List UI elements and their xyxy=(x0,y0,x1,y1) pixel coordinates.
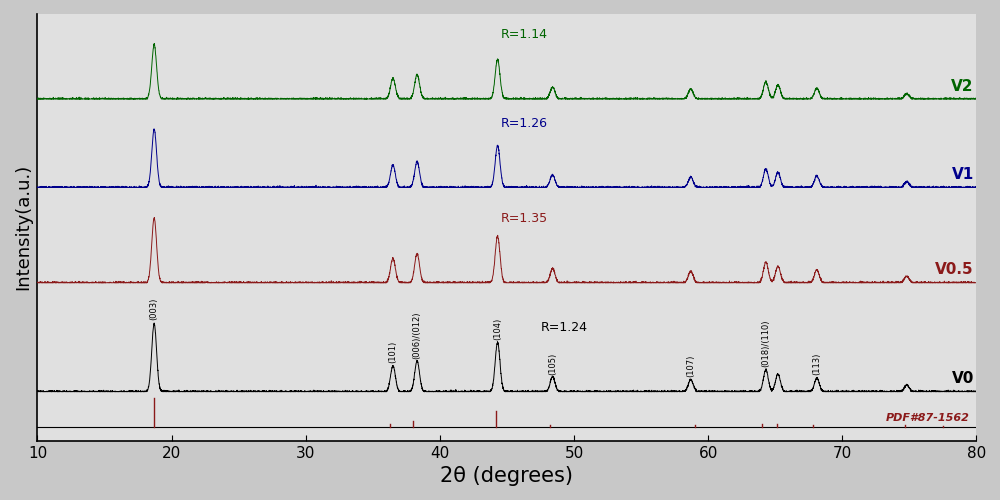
Text: R=1.24: R=1.24 xyxy=(541,321,588,334)
Text: V0.5: V0.5 xyxy=(935,262,974,278)
Text: R=1.35: R=1.35 xyxy=(500,212,547,225)
Text: (003): (003) xyxy=(150,298,159,320)
Text: V1: V1 xyxy=(952,167,974,182)
Text: PDF#87-1562: PDF#87-1562 xyxy=(886,413,970,423)
Text: (105): (105) xyxy=(548,352,557,375)
Text: V2: V2 xyxy=(951,78,974,94)
Text: (107): (107) xyxy=(686,354,695,377)
Text: R=1.14: R=1.14 xyxy=(500,28,547,41)
Text: (006)/(012): (006)/(012) xyxy=(413,312,422,359)
Text: (113): (113) xyxy=(812,353,821,375)
Text: (018)/(110): (018)/(110) xyxy=(761,320,770,367)
Text: (104): (104) xyxy=(493,318,502,340)
X-axis label: 2θ (degrees): 2θ (degrees) xyxy=(440,466,573,486)
Y-axis label: Intensity(a.u.): Intensity(a.u.) xyxy=(14,164,32,290)
Text: (101): (101) xyxy=(388,340,397,363)
Text: V0: V0 xyxy=(951,371,974,386)
Text: R=1.26: R=1.26 xyxy=(500,116,547,130)
